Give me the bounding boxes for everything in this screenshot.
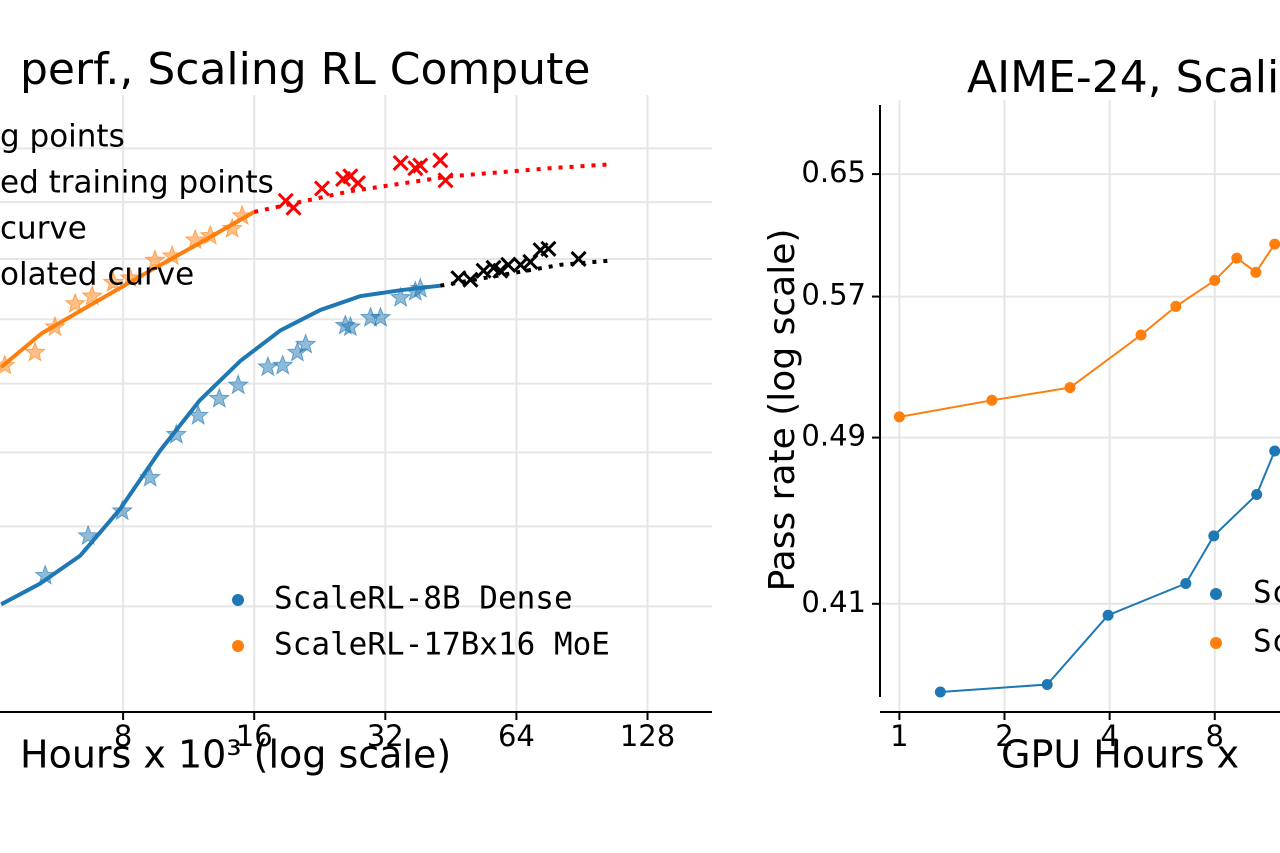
x-marker (392, 154, 409, 171)
legend-marker (232, 640, 244, 652)
legend-label: olated curve (0, 257, 194, 293)
x-tick-label: 1 (890, 719, 908, 753)
x-marker (462, 271, 479, 288)
x-axis-label: Hours x 10³ (log scale) (20, 733, 451, 777)
x-marker (349, 174, 367, 192)
dot-marker (1269, 445, 1280, 457)
dot-marker (1269, 238, 1280, 250)
legend-label: Sc (1253, 575, 1280, 611)
star-marker (369, 306, 392, 327)
star-marker (111, 499, 134, 521)
x-marker (570, 250, 587, 268)
star-marker (165, 423, 188, 444)
x-marker (500, 256, 517, 273)
x-marker (412, 157, 429, 174)
dot-marker (934, 686, 946, 698)
star-marker (208, 387, 231, 408)
x-tick-label: 2 (995, 719, 1013, 753)
x-tick-label: 4 (1100, 719, 1118, 753)
dot-marker (1231, 252, 1243, 264)
dot-marker (893, 411, 905, 423)
dot-marker (986, 394, 998, 406)
dot-marker (1208, 530, 1220, 542)
star-marker (389, 286, 412, 308)
chart-title: perf., Scaling RL Compute (20, 44, 590, 95)
y-axis-label: Pass rate (log scale) (762, 229, 803, 592)
legend-label: curve (0, 211, 87, 247)
legend-label: g points (0, 119, 125, 155)
x-marker (313, 180, 331, 197)
star-marker (77, 524, 100, 546)
y-tick-label: 0.49 (801, 419, 866, 453)
dot-marker (1250, 266, 1262, 278)
star-marker (294, 333, 317, 354)
star-marker (144, 248, 166, 270)
x-tick-label: 8 (1206, 719, 1224, 753)
y-tick-label: 0.57 (801, 278, 866, 312)
series-line (439, 258, 613, 288)
star-marker (81, 284, 103, 306)
x-tick-label: 4 (0, 719, 1, 753)
y-tick-label: 0.41 (801, 585, 866, 619)
star-marker (271, 354, 294, 375)
dot-marker (1041, 679, 1053, 691)
dot-marker (1135, 329, 1147, 341)
x-marker (540, 240, 557, 257)
legend-label: ScaleRL-8B Dense (274, 581, 573, 617)
star-marker (227, 373, 250, 395)
x-tick-label: 64 (498, 719, 535, 753)
dot-marker (1209, 274, 1221, 286)
x-tick-label: 128 (620, 719, 675, 753)
x-tick-label: 8 (114, 719, 132, 753)
x-marker (432, 152, 449, 169)
series-line (0, 210, 256, 369)
legend-label: Sc (1253, 624, 1280, 660)
legend-label: ScaleRL-17Bx16 MoE (274, 627, 610, 663)
x-marker (285, 199, 302, 216)
star-marker (102, 271, 125, 292)
legend-marker (232, 594, 244, 606)
x-marker (512, 256, 529, 273)
dot-marker (1064, 382, 1076, 394)
star-marker (24, 341, 46, 362)
legend-marker (1210, 637, 1222, 649)
star-marker (64, 292, 87, 314)
dot-marker (1251, 488, 1263, 500)
legend-label: ed training points (0, 165, 274, 201)
star-marker (339, 315, 362, 337)
x-axis-label: GPU Hours x (1001, 733, 1239, 777)
panel-left: 4 8 16 32 64 128 perf., Scaling RL Compute Hour… (0, 44, 712, 777)
series-line (0, 283, 441, 607)
star-marker (221, 217, 244, 238)
legend-marker (1210, 588, 1222, 600)
x-marker (437, 172, 454, 189)
panel-right: 1 2 4 8 0.41 0.49 0.57 0.65 AIME-24, Scali GPU Ho… (762, 52, 1280, 777)
x-tick-label: 16 (236, 719, 273, 753)
x-marker (475, 262, 492, 279)
dot-marker (1180, 578, 1192, 590)
chart-title: AIME-24, Scali (967, 52, 1279, 103)
x-tick-label: 32 (367, 719, 404, 753)
y-tick-label: 0.65 (801, 155, 866, 189)
dot-marker (1170, 300, 1182, 312)
dot-marker (1102, 609, 1114, 621)
